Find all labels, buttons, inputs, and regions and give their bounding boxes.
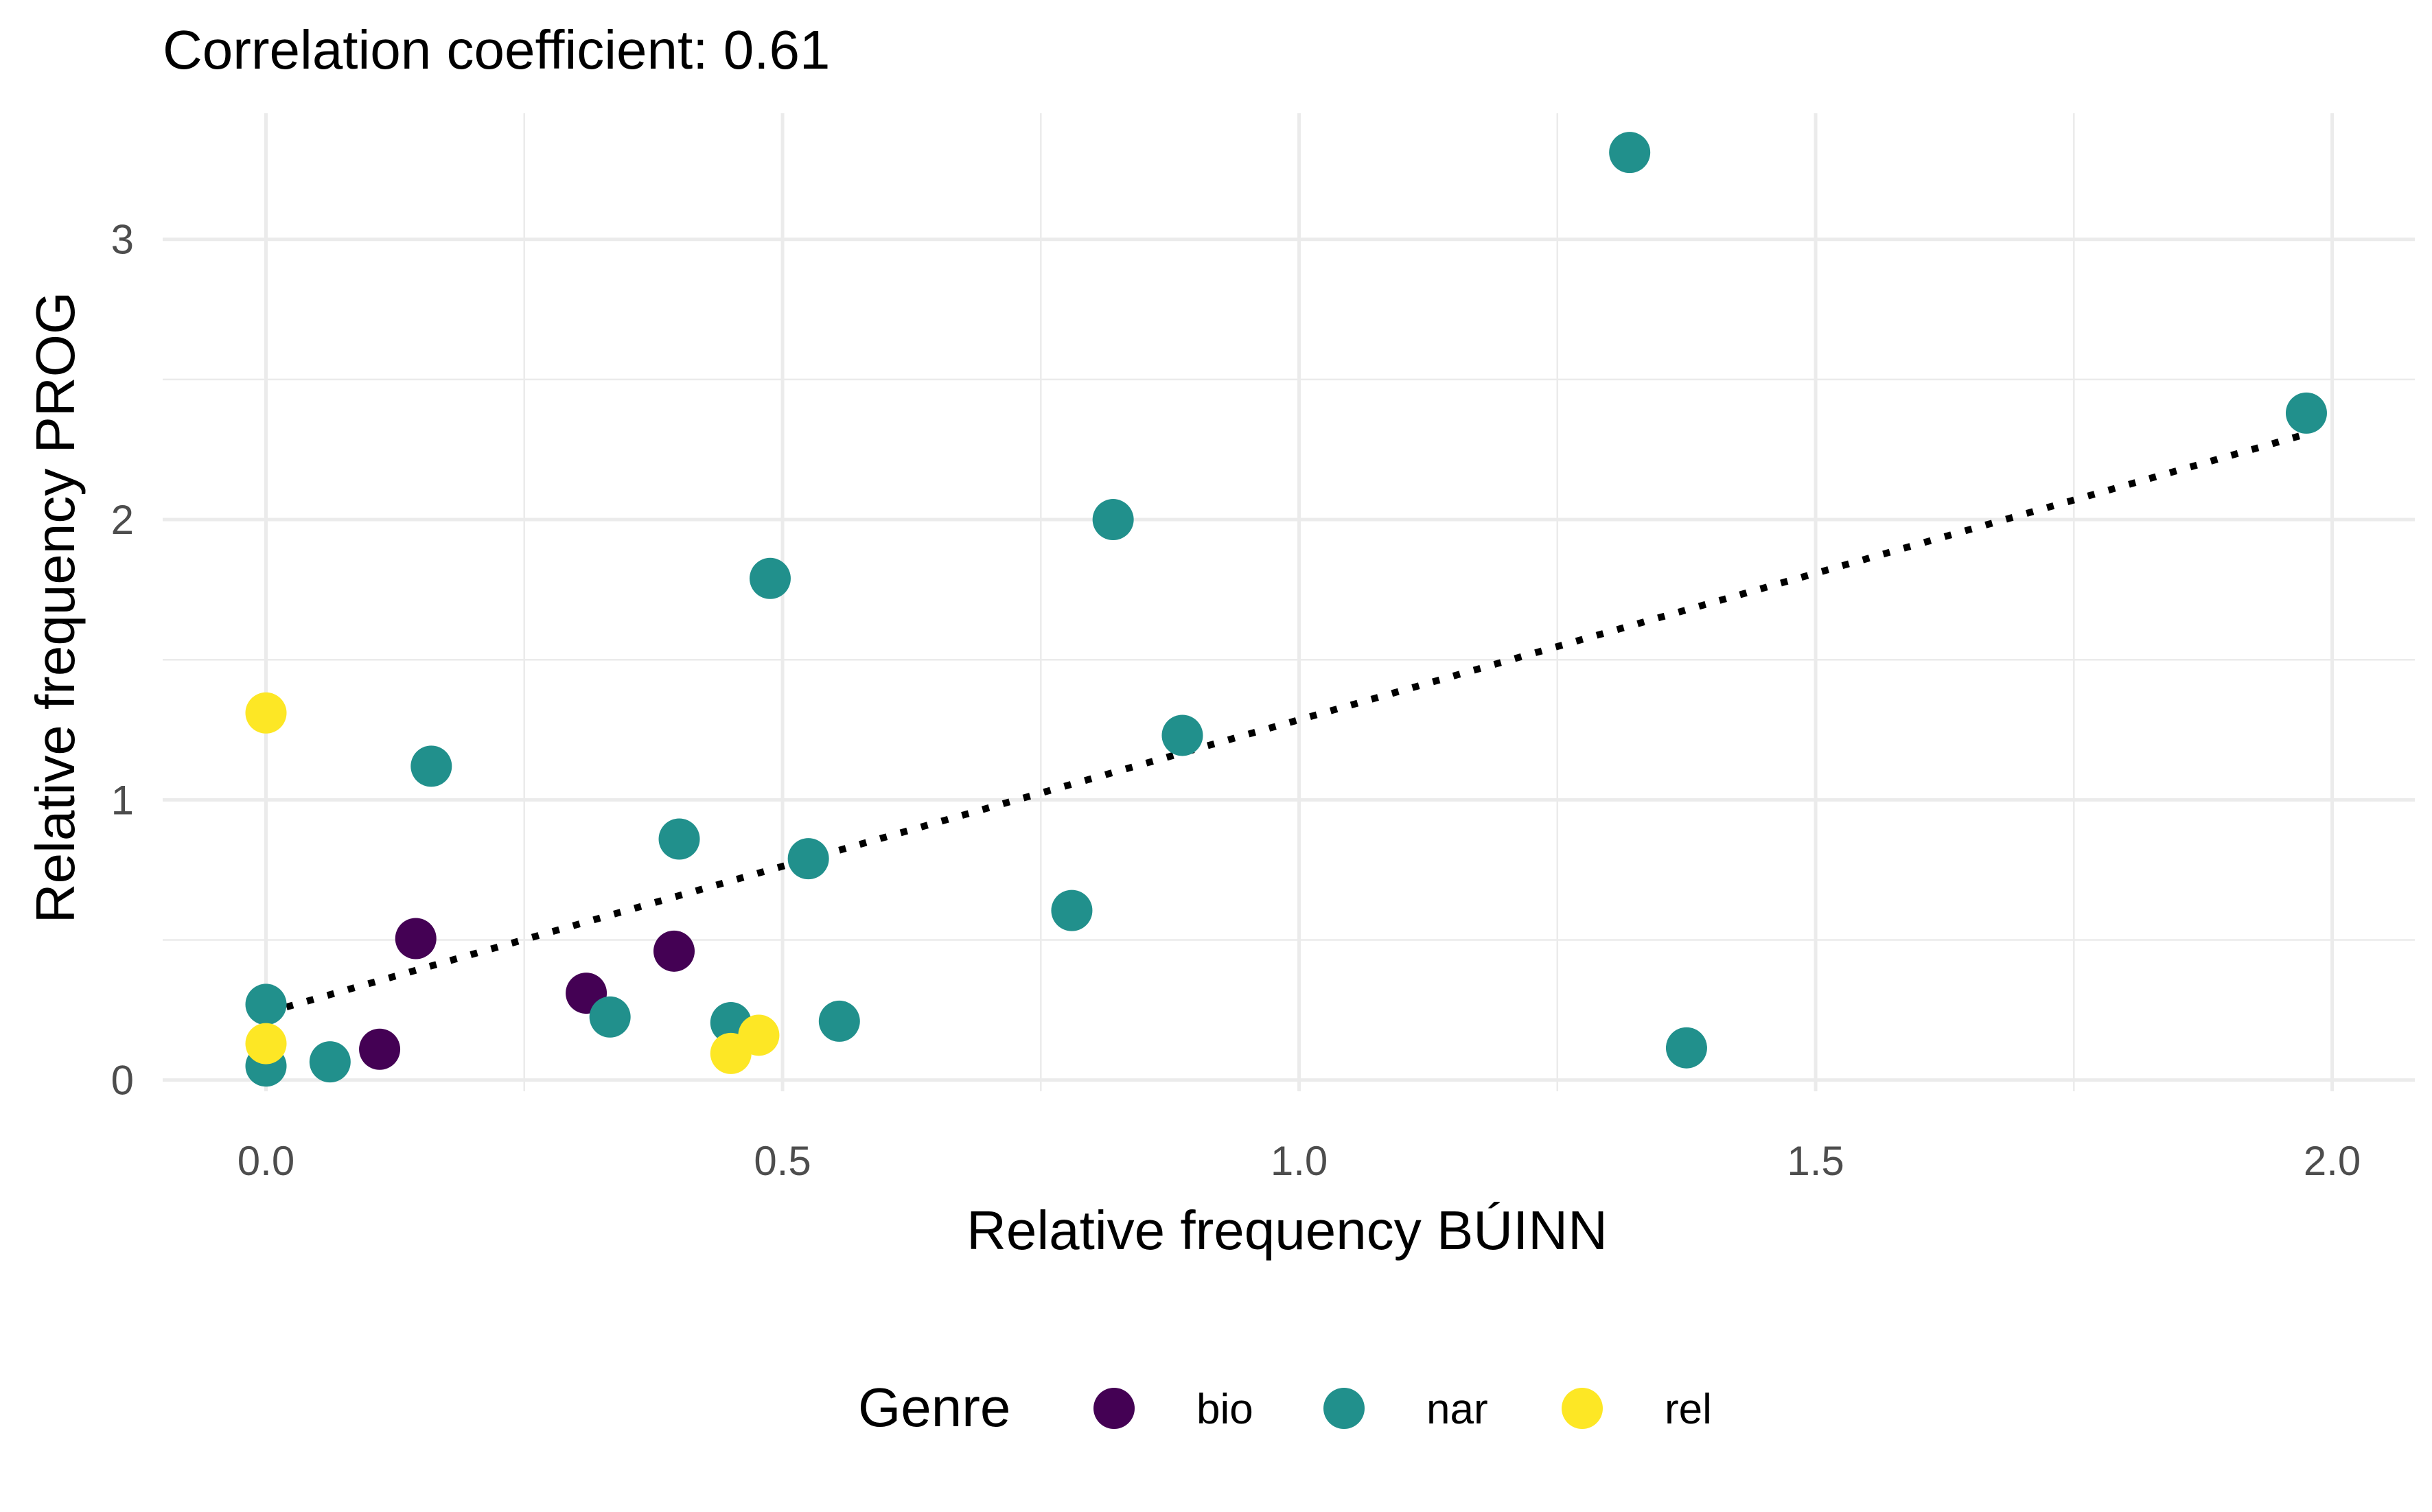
chart-title: Correlation coefficient: 0.61 (163, 19, 830, 80)
x-tick-label: 0.0 (238, 1138, 294, 1184)
data-point-nar (309, 1041, 351, 1083)
data-point-nar (1609, 132, 1651, 174)
trend-line (265, 432, 2302, 1016)
y-tick-label: 1 (111, 777, 134, 823)
data-point-nar (1092, 499, 1134, 541)
x-tick-label: 0.5 (754, 1138, 811, 1184)
data-point-nar (410, 745, 452, 787)
legend-key-nar (1323, 1388, 1365, 1429)
x-axis-title: Relative frequency BÚINN (966, 1200, 1608, 1261)
data-point-nar (589, 996, 631, 1038)
legend-label-nar: nar (1426, 1386, 1488, 1433)
data-point-nar (787, 838, 829, 880)
data-point-bio (395, 918, 437, 959)
legend: Genre bio nar rel (858, 1377, 1712, 1438)
data-point-nar (1161, 714, 1203, 756)
data-point-nar (245, 984, 287, 1025)
x-tick-label: 1.5 (1787, 1138, 1844, 1184)
grid-lines (163, 113, 2415, 1091)
data-point-nar (658, 818, 700, 860)
data-point-nar (1665, 1027, 1707, 1069)
y-axis-ticks: 0 1 2 3 (111, 217, 134, 1104)
legend-key-bio (1093, 1388, 1135, 1429)
x-tick-label: 1.0 (1271, 1138, 1328, 1184)
legend-title: Genre (858, 1377, 1010, 1438)
data-point-nar (818, 1000, 860, 1042)
y-tick-label: 2 (111, 497, 134, 543)
legend-key-rel (1562, 1388, 1603, 1429)
legend-items: bio nar rel (1093, 1386, 1712, 1433)
data-point-nar (2285, 392, 2327, 434)
y-tick-label: 3 (111, 217, 134, 263)
y-axis-title: Relative frequency PROG (25, 292, 86, 923)
data-point-rel (245, 1023, 287, 1065)
data-point-nar (749, 557, 791, 599)
x-axis-ticks: 0.0 0.5 1.0 1.5 2.0 (238, 1138, 2361, 1184)
data-points (245, 132, 2327, 1087)
data-point-rel (245, 692, 287, 734)
data-point-bio (653, 930, 695, 972)
y-tick-label: 0 (111, 1058, 134, 1104)
data-point-bio (359, 1028, 401, 1070)
data-point-rel (738, 1014, 780, 1056)
data-point-nar (1051, 889, 1093, 931)
x-tick-label: 2.0 (2304, 1138, 2361, 1184)
legend-label-rel: rel (1665, 1386, 1712, 1433)
legend-label-bio: bio (1196, 1386, 1253, 1433)
